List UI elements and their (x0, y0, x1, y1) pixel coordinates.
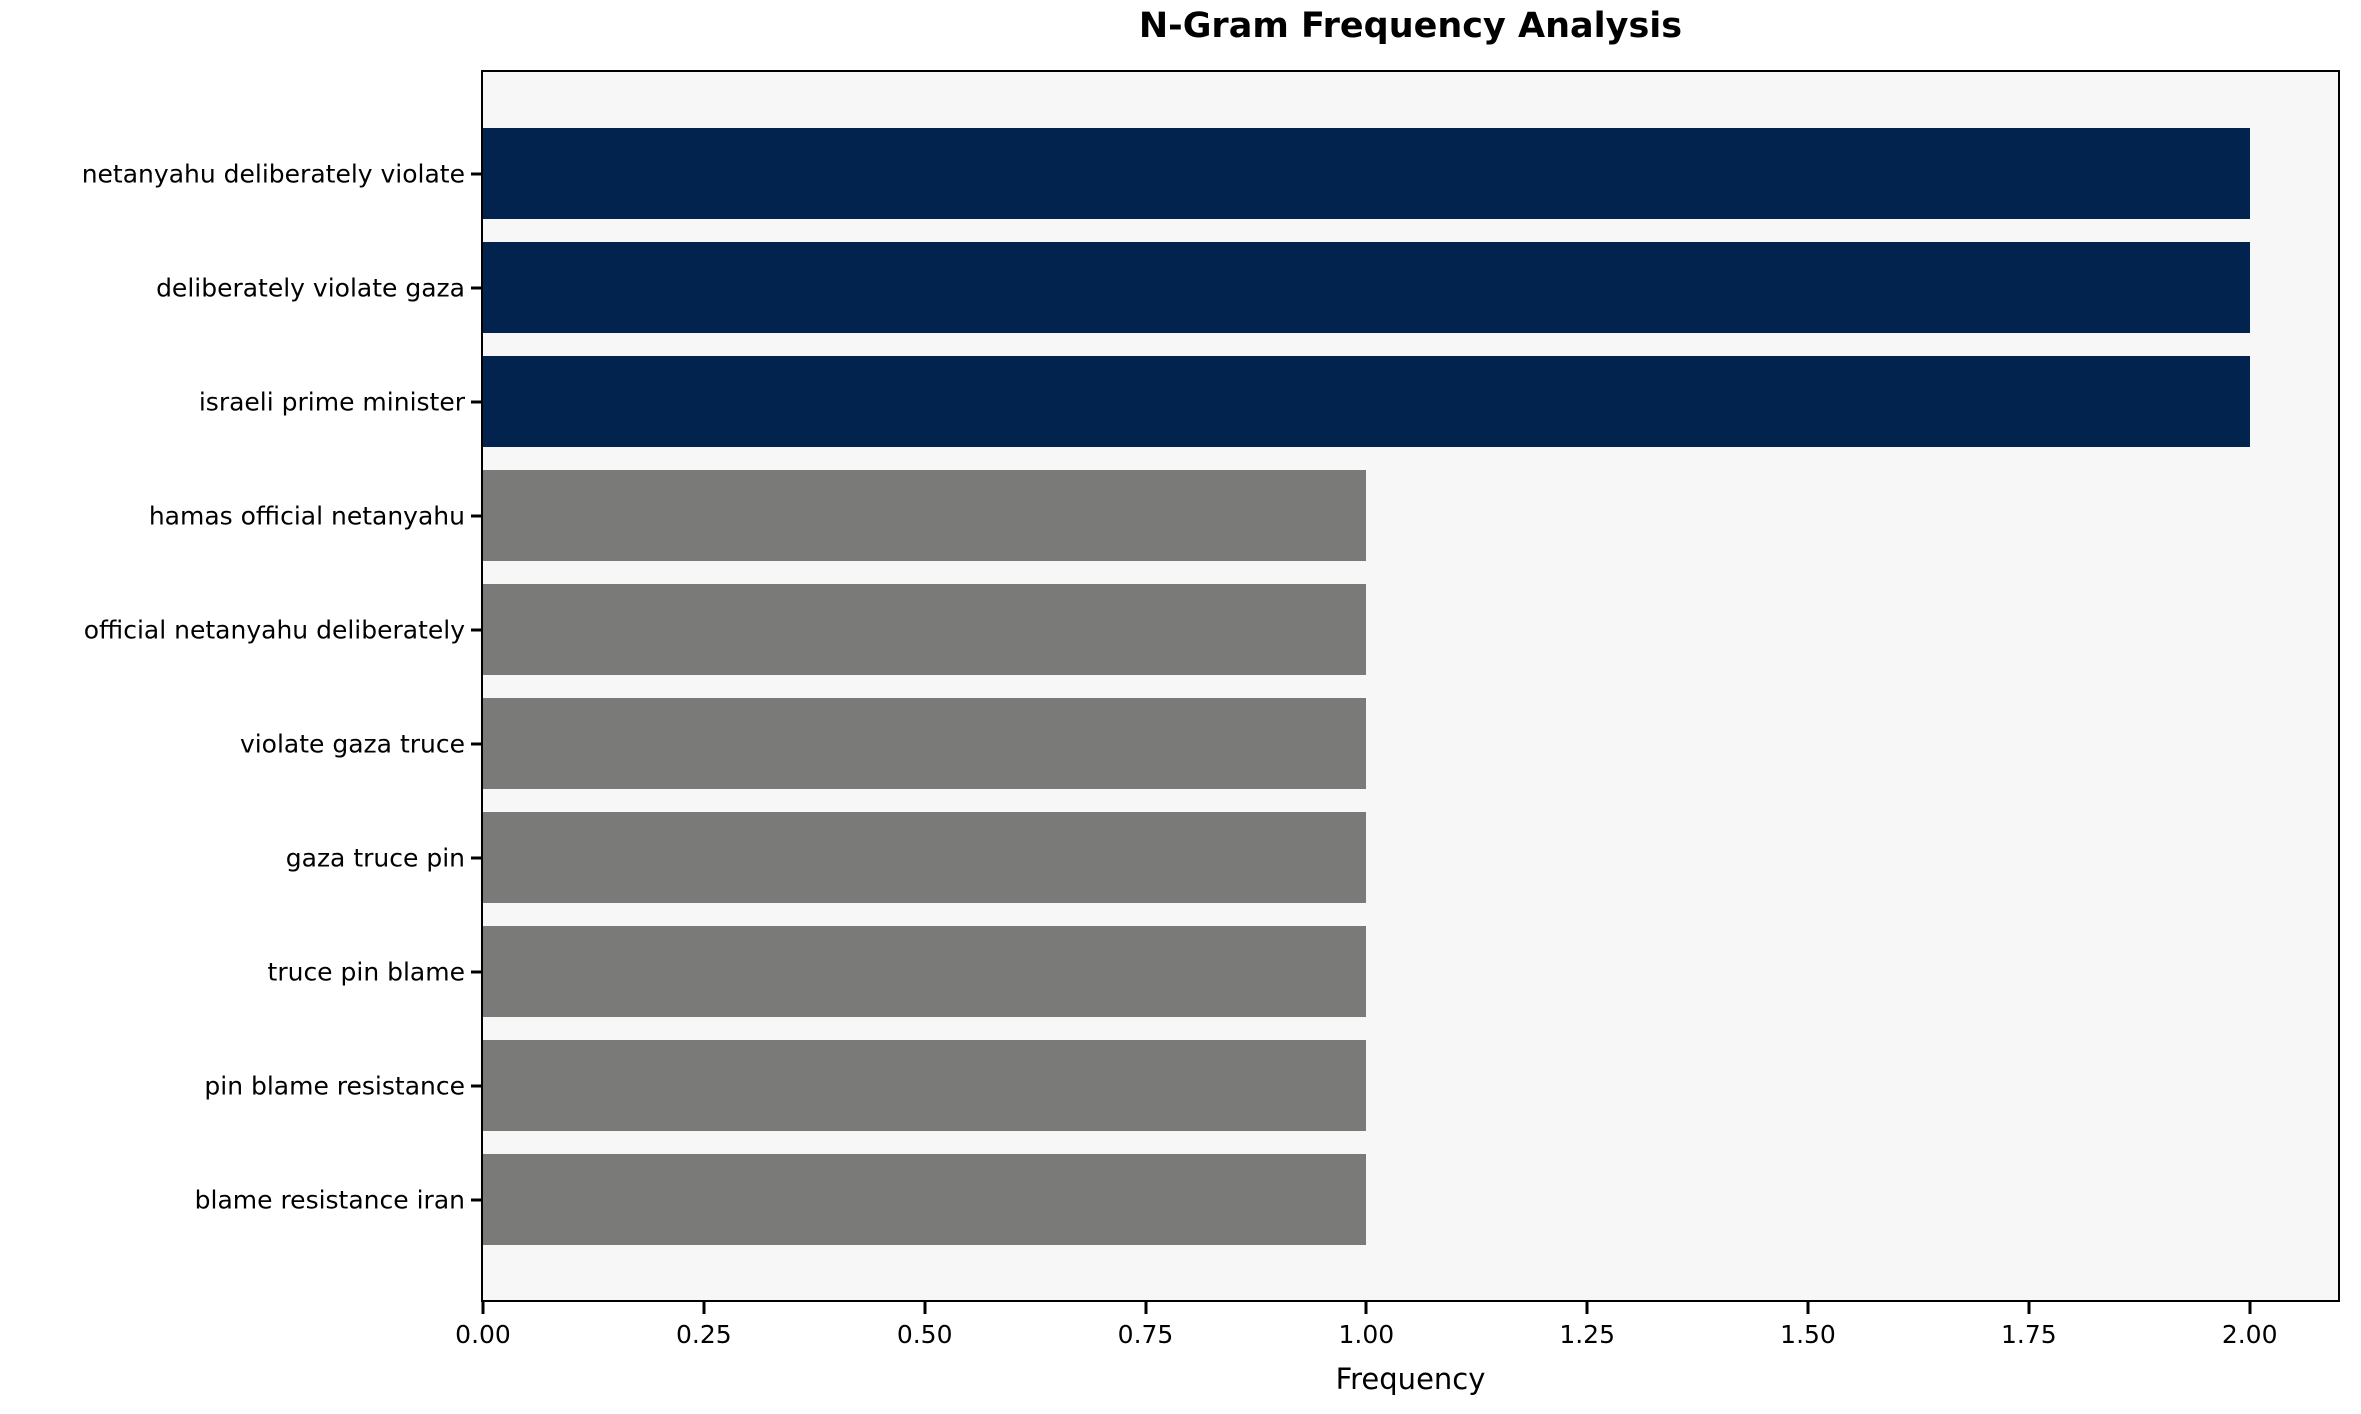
x-tick-mark (2248, 1302, 2252, 1314)
x-axis-label: Frequency (1335, 1362, 1486, 1396)
x-tick-label: 1.50 (1780, 1320, 1836, 1349)
x-tick-mark (702, 1302, 706, 1314)
bar-row: violate gaza truce (240, 698, 2338, 789)
x-tick-label: 2.00 (2221, 1320, 2278, 1349)
y-tick-label: truce pin blame (267, 957, 465, 986)
bar (483, 926, 1367, 1017)
y-tick-label: blame resistance iran (194, 1185, 465, 1214)
x-tick-label: 0.00 (455, 1320, 511, 1349)
plot-area: netanyahu deliberately violate deliberate… (82, 70, 2340, 1396)
y-tick-mark (471, 628, 481, 631)
y-tick-label: official netanyahu deliberately (83, 615, 465, 644)
x-tick-label: 1.25 (1559, 1320, 1615, 1349)
bar-row: hamas official netanyahu (149, 470, 2338, 561)
bar (483, 812, 1367, 903)
x-tick-mark (1364, 1302, 1368, 1314)
bar-row: official netanyahu deliberately (84, 584, 2338, 675)
y-tick-label: gaza truce pin (285, 843, 465, 872)
y-tick-mark (471, 856, 481, 859)
x-tick-label: 1.75 (2000, 1320, 2057, 1349)
y-tick-mark (471, 286, 481, 289)
y-tick-mark (471, 1198, 481, 1201)
bar-row: deliberately violate gaza (156, 242, 2338, 333)
y-tick-label: israeli prime minister (198, 387, 465, 416)
y-tick-label: pin blame resistance (204, 1071, 465, 1100)
bars-container: netanyahu deliberately violate deliberate… (82, 72, 2338, 1300)
y-tick-mark (471, 400, 481, 403)
bar (483, 128, 2250, 219)
bar (483, 356, 2250, 447)
y-tick-mark (471, 514, 481, 517)
y-tick-mark (471, 172, 481, 175)
x-tick-mark (1806, 1302, 1810, 1314)
y-tick-mark (471, 1084, 481, 1087)
x-tick-label: 0.25 (675, 1320, 732, 1349)
y-tick-label: hamas official netanyahu (148, 501, 465, 530)
y-tick-mark (471, 742, 481, 745)
y-tick-label: netanyahu deliberately violate (81, 159, 465, 188)
bar-row: pin blame resistance (204, 1040, 2338, 1131)
x-tick-label: 0.75 (1117, 1320, 1174, 1349)
bar-row: netanyahu deliberately violate (82, 128, 2338, 219)
bar-row: truce pin blame (268, 926, 2338, 1017)
x-tick-mark (1585, 1302, 1589, 1314)
x-tick-mark (2027, 1302, 2031, 1314)
x-tick-mark (481, 1302, 485, 1314)
y-tick-label: violate gaza truce (239, 729, 465, 758)
x-tick-label: 0.50 (896, 1320, 953, 1349)
x-tick-mark (1144, 1302, 1147, 1314)
bar-row: gaza truce pin (286, 812, 2338, 903)
bar (483, 584, 1367, 675)
bar (483, 698, 1367, 789)
bar (483, 1040, 1367, 1131)
bar-row: israeli prime minister (199, 356, 2338, 447)
bar (483, 1154, 1367, 1245)
x-tick-label: 1.00 (1338, 1320, 1395, 1349)
bar-row: blame resistance iran (195, 1154, 2338, 1245)
bar (483, 470, 1367, 561)
chart-title: N-Gram Frequency Analysis (1138, 6, 1683, 46)
x-tick-mark (923, 1302, 927, 1314)
bar (483, 242, 2250, 333)
y-tick-mark (471, 970, 481, 973)
y-tick-label: deliberately violate gaza (156, 273, 465, 302)
